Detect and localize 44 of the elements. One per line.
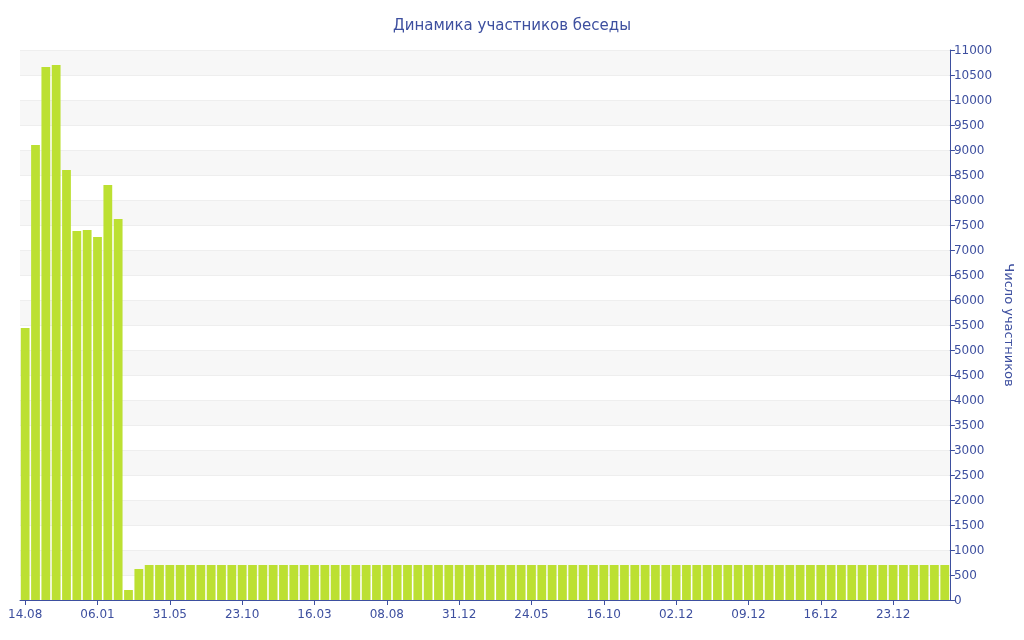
y-tick-label: 8500 (953, 168, 985, 182)
chart-title: Динамика участников беседы (392, 15, 632, 34)
y-tick-label: 5000 (953, 343, 985, 357)
x-tick-label: 31.12 (441, 607, 477, 621)
x-tick-label: 16.12 (803, 607, 838, 621)
y-tick-label: 6000 (953, 293, 985, 307)
y-tick-label: 1500 (953, 518, 985, 532)
y-tick-label: 2500 (953, 468, 985, 482)
x-tick-label: 23.10 (224, 607, 260, 621)
y-tick-label: 500 (953, 568, 977, 582)
y-tick-label: 11000 (953, 43, 993, 57)
y-tick-label: 7500 (953, 218, 985, 232)
bar (826, 565, 836, 600)
bar (888, 565, 898, 600)
x-tick-label: 16.10 (586, 607, 621, 621)
y-tick-label: 2000 (953, 493, 985, 507)
y-tick-label: 8000 (953, 193, 985, 207)
bar (764, 565, 774, 600)
y-tick-label: 7000 (953, 243, 985, 257)
bar (795, 565, 805, 600)
y-tick-label: 3000 (953, 443, 985, 457)
x-tick-label: 23.12 (875, 607, 911, 621)
y-tick-label: 4000 (953, 393, 985, 407)
x-tick-label: 02.12 (658, 607, 694, 621)
y-tick-label: 6500 (953, 268, 985, 282)
x-tick-label: 06.01 (80, 607, 115, 621)
x-tick-label: 08.08 (369, 607, 404, 621)
y-tick-label: 3500 (953, 418, 985, 432)
y-tick-label: 9000 (953, 143, 985, 157)
y-axis-title: Число участников (1002, 263, 1017, 387)
y-tick-label: 0 (953, 593, 962, 607)
x-tick-label: 16.03 (297, 607, 332, 621)
y-tick-label: 4500 (953, 368, 985, 382)
x-tick-label: 31.05 (152, 607, 187, 621)
y-tick-label: 10500 (953, 68, 993, 82)
x-tick-label: 14.08 (7, 607, 43, 621)
y-tick-label: 9500 (953, 118, 985, 132)
bar (919, 565, 929, 600)
y-tick-label: 1000 (953, 543, 985, 557)
x-tick-label: 24.05 (514, 607, 549, 621)
x-tick-label: 09.12 (731, 607, 766, 621)
bar (857, 565, 867, 600)
y-tick-label: 5500 (953, 318, 985, 332)
y-tick-label: 10000 (953, 93, 993, 107)
